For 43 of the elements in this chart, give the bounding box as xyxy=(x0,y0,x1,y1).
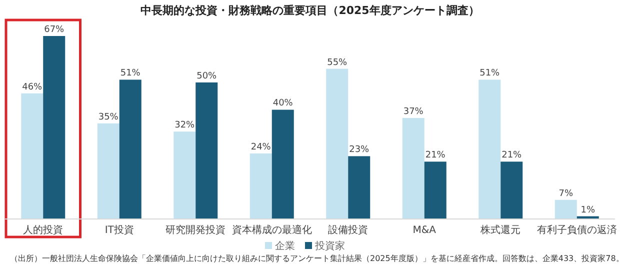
x-tick-label: 人的投資 xyxy=(23,224,64,236)
x-tick-label: 研究開発投資 xyxy=(166,224,226,236)
bar xyxy=(43,36,66,219)
data-label: 21% xyxy=(425,150,446,161)
data-label: 1% xyxy=(580,205,596,216)
legend-label: 投資家 xyxy=(314,240,345,252)
bar xyxy=(326,68,348,219)
x-tick-label: 株式還元 xyxy=(480,224,521,236)
bar xyxy=(21,93,44,219)
bar xyxy=(174,132,196,219)
x-tick-label: M&A xyxy=(412,225,436,236)
x-tick-label: IT投資 xyxy=(104,224,134,236)
data-label: 40% xyxy=(272,98,294,109)
data-label: 51% xyxy=(120,68,141,79)
legend-label: 企業 xyxy=(275,240,295,252)
bar xyxy=(250,153,272,219)
chart-title: 中長期的な投資・財務戦略の重要項目（2025年度アンケート調査） xyxy=(140,4,480,17)
text: （出所）一般社団法人生命保険協会「企業価値向上に向けた取り組みに関するアンケート集計結果（2025年度版）」を基に経産省作成。回答数は、企業433、投資家78。 xyxy=(10,254,620,263)
data-label: 46% xyxy=(22,82,43,92)
bar xyxy=(478,80,501,219)
data-label: 50% xyxy=(196,71,218,82)
data-label: 32% xyxy=(174,120,196,131)
data-label: 7% xyxy=(558,188,574,199)
data-label: 51% xyxy=(480,68,500,79)
bar xyxy=(272,110,294,219)
data-label: 21% xyxy=(502,150,522,161)
data-label: 35% xyxy=(98,112,119,122)
data-label: 67% xyxy=(44,25,65,35)
bar xyxy=(554,200,577,219)
bar xyxy=(348,156,370,219)
bar xyxy=(97,123,120,219)
data-label: 23% xyxy=(349,145,370,156)
bar xyxy=(500,162,523,219)
data-label: 37% xyxy=(403,106,424,117)
bar xyxy=(196,82,218,219)
bar xyxy=(119,80,142,219)
x-tick-label: 設備投資 xyxy=(328,224,368,236)
bar xyxy=(424,162,446,219)
data-label: 55% xyxy=(327,58,348,68)
x-tick-label: 資本構成の最適化 xyxy=(232,224,312,236)
x-tick-label: 有利子負債の返済 xyxy=(536,224,617,236)
bar xyxy=(402,118,424,219)
data-label: 24% xyxy=(250,142,272,152)
